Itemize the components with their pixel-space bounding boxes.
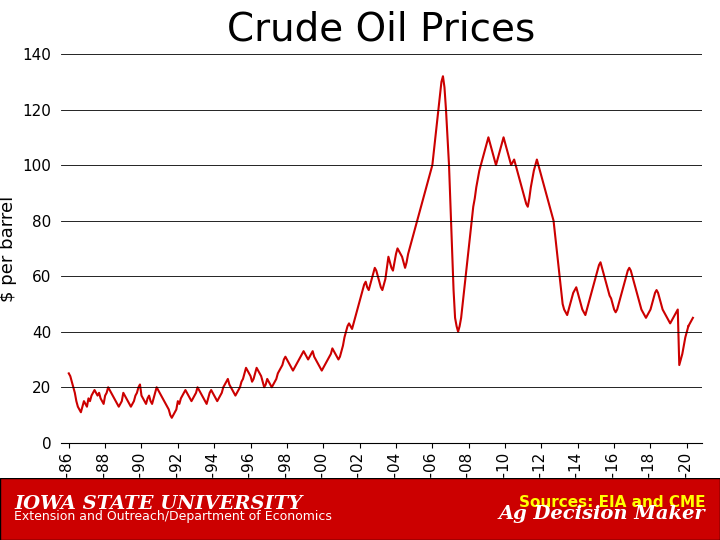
- FancyBboxPatch shape: [0, 478, 720, 540]
- Text: Ag Decision Maker: Ag Decision Maker: [499, 504, 706, 523]
- Y-axis label: $ per barrel: $ per barrel: [0, 195, 17, 301]
- Text: IOWA STATE UNIVERSITY: IOWA STATE UNIVERSITY: [14, 495, 302, 514]
- Text: Sources: EIA and CME: Sources: EIA and CME: [519, 495, 706, 510]
- Text: Extension and Outreach/Department of Economics: Extension and Outreach/Department of Eco…: [14, 510, 332, 523]
- Title: Crude Oil Prices: Crude Oil Prices: [228, 10, 536, 48]
